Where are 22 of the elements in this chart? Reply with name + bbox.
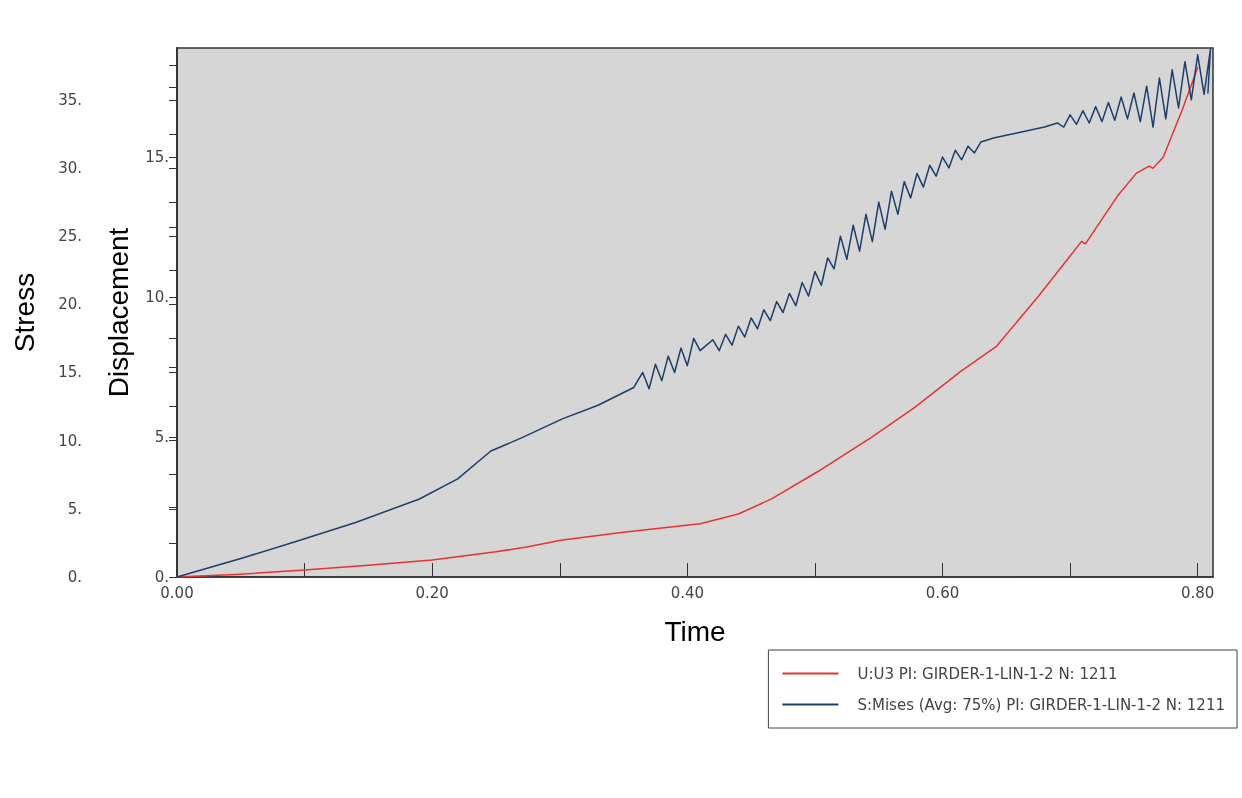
x-tick-label: 0.60 — [925, 583, 960, 602]
legend-label: U:U3 PI: GIRDER-1-LIN-1-2 N: 1211 — [857, 664, 1118, 683]
x-tick-label: 0.00 — [160, 583, 194, 602]
y-tick-label: 20. — [58, 295, 82, 314]
y2-tick-label: 10. — [145, 288, 169, 307]
y2-axis-title: Displacement — [102, 227, 134, 398]
y-axis-title: Stress — [8, 272, 40, 353]
x-tick-label: 0.20 — [415, 583, 449, 602]
y-tick-label: 30. — [58, 158, 82, 177]
y2-tick-label: 0. — [154, 568, 169, 586]
y2-tick-label: 5. — [154, 428, 169, 447]
x-tick-label: 0.40 — [670, 583, 705, 602]
y-tick-label: 25. — [58, 227, 82, 246]
y-tick-label: 10. — [58, 431, 82, 450]
y2-tick-label: 15. — [145, 148, 169, 167]
x-tick-label: 0.80 — [1180, 583, 1215, 602]
x-axis-title: Time — [664, 615, 726, 647]
legend-label: S:Mises (Avg: 75%) PI: GIRDER-1-LIN-1-2 N: 1211 — [857, 695, 1226, 714]
y-tick-label: 15. — [58, 363, 82, 382]
y-tick-label: 35. — [58, 90, 82, 109]
y-tick-label: 0. — [67, 568, 82, 586]
y-tick-label: 5. — [67, 499, 82, 518]
